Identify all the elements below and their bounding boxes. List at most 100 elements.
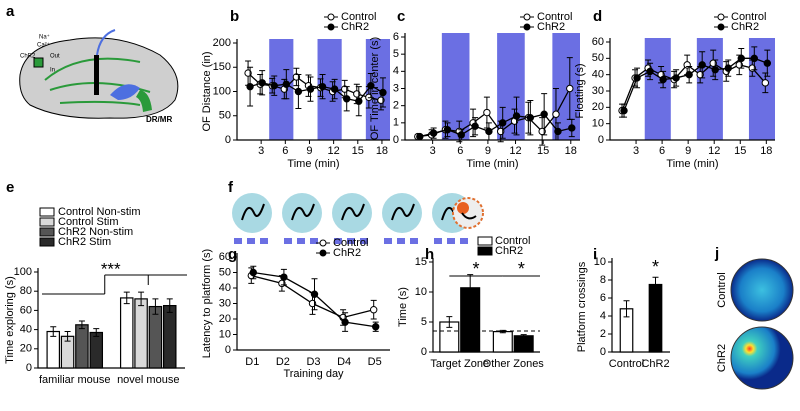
x-tick-label: 18 bbox=[565, 145, 577, 157]
x-tick-label: Control bbox=[609, 358, 644, 370]
sig-label: * bbox=[652, 257, 659, 277]
y-tick-label: 2 bbox=[600, 328, 606, 340]
x-tick-label: novel mouse bbox=[117, 374, 179, 386]
y-tick-label: 0 bbox=[421, 346, 427, 358]
data-point bbox=[763, 59, 772, 67]
y-tick-label: 20 bbox=[219, 313, 231, 325]
legend-marker bbox=[523, 13, 531, 21]
bar bbox=[46, 330, 61, 369]
y-axis-label: OF Distance (in) bbox=[201, 51, 213, 131]
x-tick-label: D1 bbox=[245, 356, 259, 368]
data-point bbox=[633, 74, 641, 82]
fiber-cable bbox=[96, 29, 116, 56]
legend-label: Control bbox=[537, 11, 572, 23]
x-tick-label: 12 bbox=[328, 145, 340, 157]
bar bbox=[648, 283, 663, 353]
y-tick-label: 40 bbox=[219, 282, 231, 294]
stim-block bbox=[284, 238, 292, 244]
error-bar bbox=[446, 316, 453, 328]
trial-arena bbox=[382, 193, 422, 233]
bar bbox=[134, 298, 148, 369]
x-tick-label: ChR2 bbox=[641, 358, 669, 370]
y-tick-label: 20 bbox=[592, 101, 604, 113]
y-tick-label: 8 bbox=[600, 274, 606, 286]
y-tick-label: 6 bbox=[393, 31, 399, 43]
x-tick-label: 6 bbox=[659, 145, 665, 157]
y-tick-label: 1 bbox=[393, 117, 399, 129]
legend-marker bbox=[319, 249, 327, 257]
data-point bbox=[724, 64, 732, 72]
x-tick-label: D4 bbox=[337, 356, 351, 368]
panel-label: g bbox=[228, 246, 237, 263]
error-bar bbox=[64, 331, 71, 342]
x-tick-label: 6 bbox=[457, 145, 463, 157]
channel-icon bbox=[33, 57, 44, 68]
sig-bracket bbox=[42, 274, 187, 295]
error-bar bbox=[123, 291, 130, 305]
error-bar bbox=[652, 276, 659, 293]
stim-block bbox=[460, 238, 468, 244]
y-tick-label: 50 bbox=[219, 110, 231, 122]
y-tick-label: 40 bbox=[592, 69, 604, 81]
legend-label: Control bbox=[333, 237, 368, 249]
legend-swatch bbox=[39, 237, 55, 247]
legend-marker bbox=[319, 239, 327, 247]
sig-label: * bbox=[518, 259, 525, 279]
light-cone bbox=[110, 84, 140, 100]
stim-block bbox=[360, 238, 368, 244]
panel-label: b bbox=[230, 8, 239, 25]
x-tick-label: D3 bbox=[306, 356, 320, 368]
legend-label: Control bbox=[341, 11, 376, 23]
data-point bbox=[554, 127, 562, 136]
x-tick-label: familiar mouse bbox=[39, 374, 111, 386]
stim-block bbox=[384, 238, 392, 244]
x-tick-label: 3 bbox=[430, 145, 436, 157]
data-point bbox=[282, 80, 291, 88]
x-tick-label: 15 bbox=[537, 145, 549, 157]
data-point bbox=[372, 323, 380, 331]
y-tick-label: 60 bbox=[219, 251, 231, 263]
heatmap bbox=[730, 258, 794, 322]
swim-path bbox=[291, 203, 315, 221]
x-tick-label: Other Zones bbox=[483, 358, 545, 370]
panel-label: i bbox=[593, 246, 597, 263]
y-tick-label: 15 bbox=[415, 256, 427, 268]
y-tick-label: 100 bbox=[14, 266, 32, 278]
data-point bbox=[711, 66, 719, 74]
channel-label: ChR2 bbox=[20, 54, 36, 60]
data-point bbox=[258, 79, 266, 87]
legend-marker bbox=[327, 13, 335, 21]
legend-swatch bbox=[39, 207, 55, 217]
row-label: Control bbox=[716, 272, 728, 307]
legend-swatch bbox=[477, 246, 493, 256]
data-point bbox=[443, 126, 452, 134]
x-tick-label: 3 bbox=[633, 145, 639, 157]
x-tick-label: 18 bbox=[760, 145, 772, 157]
data-point bbox=[379, 88, 387, 97]
data-point bbox=[270, 81, 278, 90]
data-point bbox=[499, 119, 507, 127]
sig-label: * bbox=[473, 259, 480, 279]
x-axis-label: Time (min) bbox=[666, 158, 718, 170]
panel-a: a Na⁺ Ca²⁺ ChR2 Out In DR/MR bbox=[6, 3, 179, 124]
y-tick-label: 30 bbox=[592, 85, 604, 97]
data-point bbox=[659, 75, 667, 84]
y-tick-label: 0 bbox=[225, 344, 231, 356]
x-tick-label: 9 bbox=[306, 145, 312, 157]
y-tick-label: 150 bbox=[213, 61, 231, 73]
probe-arena bbox=[452, 197, 484, 229]
mouse-tail bbox=[461, 212, 477, 220]
error-bar bbox=[152, 298, 159, 315]
dr-mr bbox=[136, 90, 152, 112]
data-point bbox=[429, 129, 438, 137]
legend-label: Control bbox=[495, 235, 530, 247]
y-tick-label: 5 bbox=[421, 316, 427, 328]
y-tick-label: 0 bbox=[26, 362, 32, 374]
legend-marker bbox=[523, 23, 531, 31]
legend-label: Control Non-stim bbox=[58, 206, 141, 218]
stim-block bbox=[334, 238, 342, 244]
panel-label: d bbox=[593, 8, 602, 25]
data-point bbox=[318, 82, 327, 91]
stim-block bbox=[397, 238, 405, 244]
data-point bbox=[341, 318, 349, 326]
